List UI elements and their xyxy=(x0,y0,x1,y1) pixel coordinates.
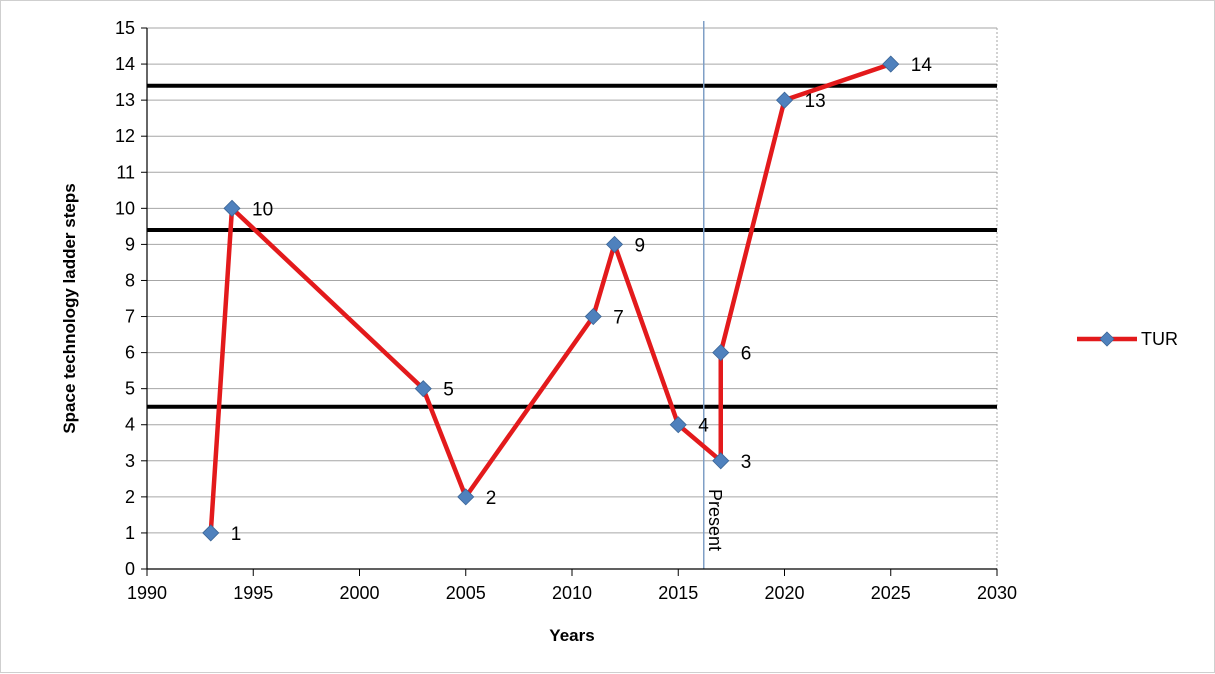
y-axis-title: Space technology ladder steps xyxy=(60,183,79,433)
data-label-8: 3 xyxy=(741,452,752,473)
series-line-tur xyxy=(208,61,892,534)
data-point-2 xyxy=(223,199,241,217)
x-tick-label-2005: 2005 xyxy=(446,583,486,603)
legend-marker-tur xyxy=(1099,331,1115,347)
y-tick-label-15: 15 xyxy=(115,18,135,38)
data-label-4: 2 xyxy=(486,488,497,509)
y-tick-label-0: 0 xyxy=(125,559,135,579)
data-label-6: 9 xyxy=(635,235,646,256)
x-tick-label-2010: 2010 xyxy=(552,583,592,603)
data-label-11: 14 xyxy=(911,55,933,76)
y-tick-label-5: 5 xyxy=(125,379,135,399)
y-tick-label-6: 6 xyxy=(125,343,135,363)
data-label-5: 7 xyxy=(613,308,624,329)
x-axis-title: Years xyxy=(549,626,594,645)
data-point-5 xyxy=(584,307,602,326)
legend-label-tur: TUR xyxy=(1141,329,1178,349)
data-label-2: 10 xyxy=(252,199,273,220)
y-tick-label-14: 14 xyxy=(115,54,135,74)
data-point-3 xyxy=(414,380,432,398)
x-tick-label-1995: 1995 xyxy=(233,583,273,603)
present-label: Present xyxy=(705,489,725,551)
threshold-lines xyxy=(147,83,997,409)
data-point-9 xyxy=(712,344,730,362)
y-tick-label-11: 11 xyxy=(116,162,135,182)
data-point-4 xyxy=(457,488,475,506)
x-tick-label-2015: 2015 xyxy=(658,583,698,603)
x-tick-label-1990: 1990 xyxy=(127,583,167,603)
y-tick-label-10: 10 xyxy=(115,198,135,218)
series-tur: 1 10 5 2 7 9 4 3 6 13 14 xyxy=(202,55,933,545)
y-tick-label-7: 7 xyxy=(125,307,135,327)
y-tick-label-1: 1 xyxy=(125,523,135,543)
data-point-6 xyxy=(605,235,624,253)
x-tick-label-2025: 2025 xyxy=(871,583,911,603)
present-marker: Present xyxy=(703,21,725,569)
y-tick-label-3: 3 xyxy=(125,451,135,471)
x-tick-label-2000: 2000 xyxy=(339,583,379,603)
x-tick-label-2020: 2020 xyxy=(764,583,804,603)
legend: TUR xyxy=(1077,329,1178,349)
data-label-3: 5 xyxy=(443,380,454,401)
y-tick-label-9: 9 xyxy=(125,234,135,254)
data-point-7 xyxy=(669,416,687,434)
data-label-10: 13 xyxy=(805,91,826,112)
y-tick-label-4: 4 xyxy=(125,415,135,435)
data-label-7: 4 xyxy=(698,416,709,437)
y-tick-label-2: 2 xyxy=(125,487,135,507)
data-point-8 xyxy=(712,452,730,470)
y-tick-label-8: 8 xyxy=(125,270,135,290)
data-point-10 xyxy=(775,91,794,109)
y-tick-label-13: 13 xyxy=(115,90,135,110)
y-tick-label-12: 12 xyxy=(115,126,135,146)
data-label-1: 1 xyxy=(231,524,242,545)
x-tick-label-2030: 2030 xyxy=(977,583,1017,603)
data-point-1 xyxy=(202,524,220,542)
data-label-9: 6 xyxy=(741,344,752,365)
grid-lines xyxy=(147,27,998,569)
data-point-11 xyxy=(882,55,900,73)
